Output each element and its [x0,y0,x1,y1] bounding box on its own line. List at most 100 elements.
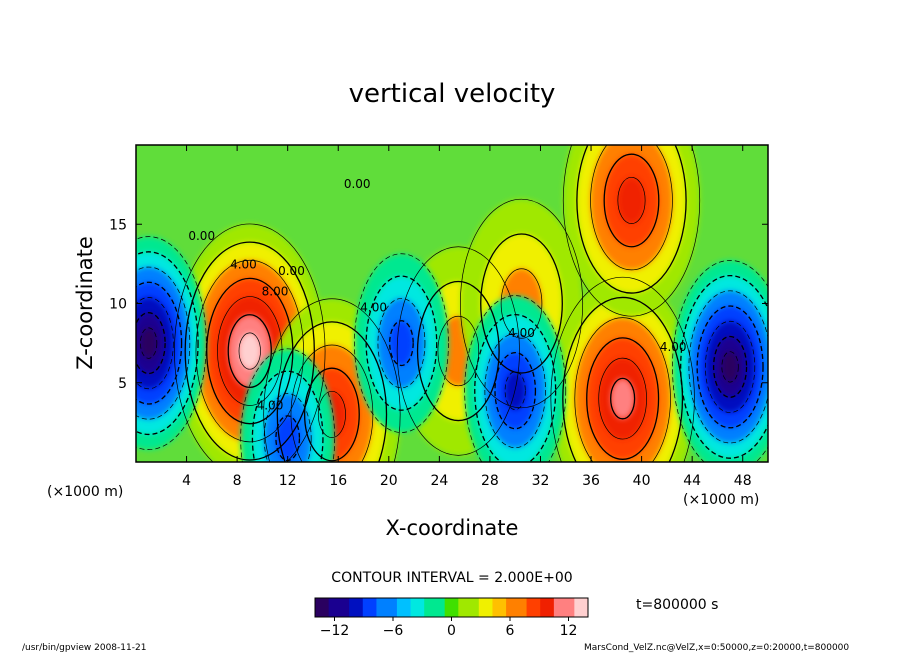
contour-line [389,320,414,367]
x-tick-label: 44 [683,473,701,489]
contour-line [500,268,543,339]
colorbar-segment [533,598,541,617]
contour-line [474,313,557,462]
colorbar-segment [403,598,412,617]
footer-right: MarsCond_VelZ.nc@VelZ,x=0:50000,z=0:2000… [584,643,849,653]
colorbar-segment [547,598,555,617]
contour-line [598,357,647,440]
colorbar-segment [410,598,418,617]
colorbar-segment [478,598,487,617]
x-tick-label: 48 [734,473,752,489]
colorbar-segment [383,598,391,617]
contour-line [504,371,526,411]
contour-line [712,335,748,398]
colorbar-segment [342,598,350,617]
contour-line [354,253,449,433]
x-tick-label: 12 [279,473,297,489]
velocity-cell [238,332,261,370]
contour-line [576,145,687,294]
contour-line [688,290,768,444]
contour-line [484,333,546,449]
contour-line [184,241,315,461]
colorbar-segment [451,598,459,617]
contour-label: 0.00 [344,177,371,191]
contour-line [365,275,438,411]
contour-line [136,236,207,450]
contour-line [136,297,174,390]
contour-line [480,233,563,374]
contour-line [459,198,584,409]
contour-label: 4.00 [660,340,687,354]
contour-line [610,377,636,420]
colorbar-segment [560,598,569,617]
colorbar-segment [458,598,466,617]
colorbar-segment [328,598,336,617]
contour-line [396,246,520,456]
y-tick-label: 10 [109,297,127,313]
contour-line [238,332,261,370]
colorbar-segment [390,598,398,617]
x-unit-right: (×1000 m) [683,492,759,508]
contour-line [586,337,660,460]
velocity-cell [610,378,635,419]
colorbar-segment [465,598,473,617]
colorbar-segment [506,598,514,617]
contour-line [672,260,768,462]
time-label: t=800000 s [636,597,718,613]
colorbar-segment [471,598,480,617]
colorbar-segment [437,598,446,617]
colorbar-tick-label: 12 [560,623,578,639]
contour-line [696,305,764,429]
colorbar: −12 −6 0 6 12 [314,597,589,639]
colorbar-tick-label: 0 [447,623,456,639]
colorbar-tick-label: −12 [320,623,350,639]
colorbar-segment [355,598,364,617]
contour-line [494,351,537,430]
contour-label: 0.00 [278,264,305,278]
contour-labels: 4.00 8.00 4.00 4.00 0.00 0.00 0.00 4.00 4.00 [188,177,686,413]
colorbar-segment [499,598,507,617]
contour-line [464,295,567,462]
colorbar-segment [444,598,452,617]
contour-line [263,298,401,462]
velocity-cell [140,327,157,359]
contour-line [217,296,283,406]
x-axis: 4 8 12 16 20 24 28 32 36 40 44 48 [182,145,752,489]
contour-line [416,280,500,422]
contour-line [303,367,360,462]
contour-line [617,176,646,224]
x-tick-label: 28 [481,473,499,489]
contour-line [174,223,326,462]
colorbar-segment [315,598,323,617]
contour-line [276,321,388,462]
colorbar-segment [362,598,371,617]
contour-line [705,320,756,413]
contour-label: 4.00 [508,326,535,340]
contour-line [680,274,768,459]
x-tick-label: 36 [582,473,600,489]
x-tick-label: 16 [329,473,347,489]
colorbar-segment [526,598,534,617]
colorbar-segment [574,598,582,617]
contour-line [550,276,695,462]
contour-line [317,390,346,438]
colorbar-segment [519,598,528,617]
colorbar-segment [349,598,357,617]
contour-line [140,327,158,359]
contour-line [562,145,701,317]
colorbar-segment [396,598,405,617]
velocity-cell [389,320,414,366]
x-tick-label: 4 [182,473,191,489]
contour-label: 0.00 [188,229,215,243]
x-unit-left: (×1000 m) [47,484,123,500]
contour-line [562,296,684,462]
x-tick-label: 24 [430,473,448,489]
contour-interval: CONTOUR INTERVAL = 2.000E+00 [331,570,572,586]
x-tick-label: 20 [380,473,398,489]
colorbar-segment [424,598,432,617]
colorbar-segment [369,598,377,617]
footer-left: /usr/bin/gpview 2008-11-21 [22,643,146,653]
contour-line [240,348,336,462]
contour-line [227,314,272,389]
x-tick-label: 8 [233,473,242,489]
